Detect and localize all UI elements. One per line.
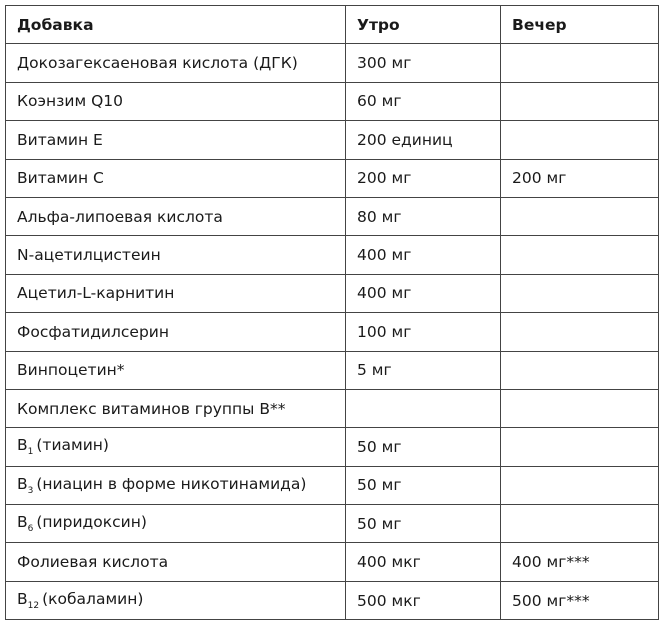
table-row: Фолиевая кислота 400 мкг 400 мг*** <box>5 542 659 582</box>
supplement-name: Витамин E <box>17 130 103 149</box>
table-row: N-ацетилцистеин 400 мг <box>5 235 659 275</box>
supplement-detail: (пиридоксин) <box>36 513 147 532</box>
table-row: Витамин C 200 мг 200 мг <box>5 158 659 198</box>
table-row: B6 (пиридоксин) 50 мг <box>5 504 659 544</box>
cell-evening <box>500 235 659 275</box>
cell-supplement: Ацетил-L-карнитин <box>5 273 346 314</box>
header-evening: Вечер <box>500 4 659 45</box>
supplement-name: Альфа-липоевая кислота <box>17 207 223 226</box>
cell-morning: 5 мг <box>345 350 501 390</box>
cell-evening <box>500 465 659 506</box>
cell-morning: 400 мг <box>345 273 501 314</box>
subscript: 6 <box>27 524 34 535</box>
cell-supplement: B1 (тиамин) <box>5 427 346 467</box>
table-row: Ацетил-L-карнитин 400 мг <box>5 273 659 314</box>
cell-evening <box>500 43 659 83</box>
supplement-detail: (ниацин в форме никотинамида) <box>36 474 307 493</box>
cell-morning <box>345 388 501 429</box>
subscript: 3 <box>27 485 34 496</box>
cell-morning: 50 мг <box>345 504 501 544</box>
header-morning: Утро <box>345 4 501 45</box>
supplement-name: Ацетил-L-карнитин <box>17 284 175 303</box>
supplement-name: B <box>17 513 28 532</box>
table-row: B1 (тиамин) 50 мг <box>5 427 659 467</box>
supplement-name: Фосфатидилсерин <box>17 322 170 341</box>
supplement-table: Добавка Утро Вечер Докозагексаеновая кис… <box>5 4 659 621</box>
cell-supplement: N-ацетилцистеин <box>5 235 346 275</box>
subscript: 12 <box>27 601 40 612</box>
cell-morning: 50 мг <box>345 465 501 506</box>
cell-evening <box>500 312 659 352</box>
cell-supplement: Докозагексаеновая кислота (ДГК) <box>5 43 346 83</box>
supplement-name: N-ацетилцистеин <box>17 246 161 265</box>
cell-morning: 400 мкг <box>345 542 501 582</box>
supplement-name: Комплекс витаминов группы B** <box>17 399 286 418</box>
table-row: Фосфатидилсерин 100 мг <box>5 312 659 352</box>
cell-supplement: Фосфатидилсерин <box>5 312 346 352</box>
table-row: Витамин E 200 единиц <box>5 120 659 160</box>
table-row: Альфа-липоевая кислота 80 мг <box>5 196 659 237</box>
supplement-name: B <box>17 590 28 609</box>
table-row: B12 (кобаламин) 500 мкг 500 мг*** <box>5 580 659 621</box>
header-supplement: Добавка <box>5 4 346 45</box>
subscript: 1 <box>27 447 34 458</box>
cell-supplement: Витамин E <box>5 120 346 160</box>
table-row: Винпоцетин* 5 мг <box>5 350 659 390</box>
supplement-name: Докозагексаеновая кислота (ДГК) <box>17 54 298 73</box>
cell-supplement: Фолиевая кислота <box>5 542 346 582</box>
table-row: Коэнзим Q10 60 мг <box>5 81 659 122</box>
cell-morning: 100 мг <box>345 312 501 352</box>
cell-evening <box>500 504 659 544</box>
cell-evening: 500 мг*** <box>500 580 659 621</box>
supplement-name: B <box>17 436 28 455</box>
supplement-name: B <box>17 474 28 493</box>
supplement-detail: (кобаламин) <box>42 590 144 609</box>
cell-evening <box>500 120 659 160</box>
cell-supplement: Комплекс витаминов группы B** <box>5 388 346 429</box>
cell-evening: 200 мг <box>500 158 659 198</box>
cell-morning: 80 мг <box>345 196 501 237</box>
cell-morning: 400 мг <box>345 235 501 275</box>
cell-evening <box>500 196 659 237</box>
table-row: Комплекс витаминов группы B** <box>5 388 659 429</box>
cell-supplement: B3 (ниацин в форме никотинамида) <box>5 465 346 506</box>
cell-evening <box>500 350 659 390</box>
cell-evening <box>500 273 659 314</box>
table-row: B3 (ниацин в форме никотинамида) 50 мг <box>5 465 659 506</box>
supplement-name: Фолиевая кислота <box>17 553 169 572</box>
cell-supplement: Коэнзим Q10 <box>5 81 346 122</box>
cell-morning: 300 мг <box>345 43 501 83</box>
supplement-name: Винпоцетин* <box>17 361 125 380</box>
cell-supplement: Витамин C <box>5 158 346 198</box>
cell-supplement: Винпоцетин* <box>5 350 346 390</box>
cell-evening <box>500 388 659 429</box>
table-row: Докозагексаеновая кислота (ДГК) 300 мг <box>5 43 659 83</box>
supplement-detail: (тиамин) <box>36 436 109 455</box>
cell-supplement: B6 (пиридоксин) <box>5 504 346 544</box>
supplement-name: Витамин C <box>17 169 104 188</box>
cell-morning: 50 мг <box>345 427 501 467</box>
cell-supplement: B12 (кобаламин) <box>5 580 346 621</box>
cell-morning: 60 мг <box>345 81 501 122</box>
cell-evening <box>500 427 659 467</box>
cell-morning: 200 единиц <box>345 120 501 160</box>
cell-evening <box>500 81 659 122</box>
header-row: Добавка Утро Вечер <box>5 4 659 45</box>
cell-morning: 200 мг <box>345 158 501 198</box>
cell-morning: 500 мкг <box>345 580 501 621</box>
cell-evening: 400 мг*** <box>500 542 659 582</box>
cell-supplement: Альфа-липоевая кислота <box>5 196 346 237</box>
supplement-name: Коэнзим Q10 <box>17 92 123 111</box>
